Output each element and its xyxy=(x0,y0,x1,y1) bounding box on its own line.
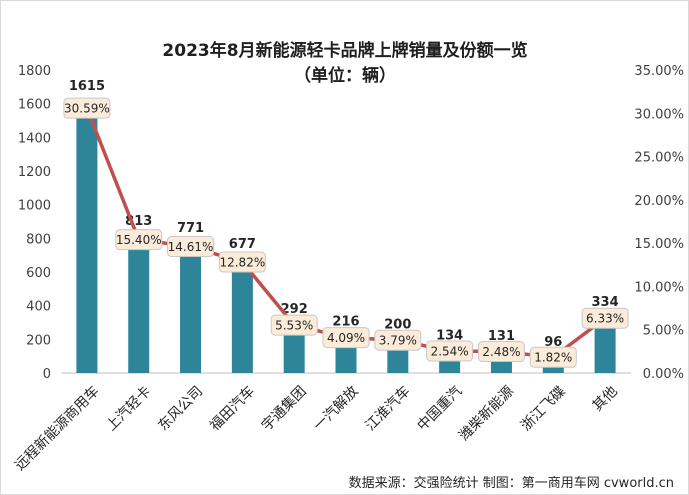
chart-title: 2023年8月新能源轻卡品牌上牌销量及份额一览 xyxy=(162,40,527,61)
bar xyxy=(283,323,305,373)
share-label-box xyxy=(167,236,215,258)
left-tick-label: 200 xyxy=(26,333,51,348)
right-tick-label: 20.00% xyxy=(634,194,684,209)
share-label-box xyxy=(581,307,629,329)
category-label: 远程新能源商用车 xyxy=(11,383,102,474)
category-label: 江淮汽车 xyxy=(362,383,414,435)
left-tick-label: 600 xyxy=(26,266,51,281)
share-label-box xyxy=(63,97,111,119)
left-tick-label: 1600 xyxy=(18,98,51,113)
bar xyxy=(180,243,202,373)
bar-value-label: 216 xyxy=(332,315,359,330)
category-label: 一汽解放 xyxy=(311,383,362,434)
share-label-box xyxy=(529,346,577,368)
bar-value-label: 1615 xyxy=(69,79,105,94)
share-label-box xyxy=(218,251,266,273)
bar-value-label: 200 xyxy=(384,317,411,332)
category-label: 中国重汽 xyxy=(414,383,465,434)
left-y-axis: 0 200 400 600 800 1000 1200 1400 1600 1800 xyxy=(18,64,51,382)
bar xyxy=(594,316,616,373)
left-tick-label: 800 xyxy=(26,232,51,247)
bar-value-label: 771 xyxy=(177,221,204,236)
source-note: 数据来源：交强险统计 制图：第一商用车网 cvworld.cn xyxy=(349,475,674,491)
share-label-text: 30.59% xyxy=(64,102,110,116)
chart-subtitle: （单位：辆） xyxy=(294,65,396,86)
share-data-labels: 30.59% 15.40% 14.61% 12.82% 5.53% 4.09% 3.79% 2… xyxy=(63,97,629,368)
bar-value-label: 292 xyxy=(281,302,308,317)
share-label-box xyxy=(115,229,163,251)
bar-value-label: 677 xyxy=(229,237,256,252)
share-label-text: 14.61% xyxy=(168,240,214,254)
share-label-text: 2.54% xyxy=(431,345,469,359)
share-label-box xyxy=(426,340,474,362)
bar xyxy=(76,101,98,374)
bar xyxy=(231,259,253,373)
share-label-box xyxy=(374,329,422,351)
left-tick-label: 1800 xyxy=(18,64,51,79)
bar xyxy=(128,236,150,373)
share-label-text: 4.09% xyxy=(327,331,365,345)
bar-value-label: 131 xyxy=(488,329,515,344)
category-label: 东风公司 xyxy=(155,383,206,434)
category-label: 宇通集团 xyxy=(258,383,310,435)
right-y-axis: 0.00% 5.00% 10.00% 15.00% 20.00% 25.00% 30.00%… xyxy=(634,64,684,382)
category-label: 上汽轻卡 xyxy=(103,383,154,434)
right-tick-label: 0.00% xyxy=(643,367,684,382)
right-tick-label: 35.00% xyxy=(634,64,684,79)
bar-value-label: 334 xyxy=(592,295,619,310)
category-label: 浙江飞碟 xyxy=(518,383,569,434)
category-label: 其他 xyxy=(590,383,621,414)
bar-value-label: 134 xyxy=(436,328,463,343)
right-tick-label: 10.00% xyxy=(634,280,684,295)
right-tick-label: 30.00% xyxy=(634,107,684,122)
category-label: 潍柴新能源 xyxy=(456,383,517,444)
share-label-text: 2.48% xyxy=(482,345,520,359)
share-label-text: 6.33% xyxy=(586,312,624,326)
left-tick-label: 400 xyxy=(26,300,51,315)
left-tick-label: 1200 xyxy=(18,165,51,180)
share-label-box xyxy=(322,327,370,349)
share-label-box xyxy=(477,341,525,363)
left-tick-label: 0 xyxy=(43,367,51,382)
left-tick-label: 1000 xyxy=(18,199,51,214)
share-label-text: 1.82% xyxy=(534,351,572,365)
share-label-text: 5.53% xyxy=(275,319,313,333)
right-tick-label: 25.00% xyxy=(634,151,684,166)
category-label: 福田汽车 xyxy=(206,383,258,435)
right-tick-label: 5.00% xyxy=(643,324,684,339)
bar-value-label: 96 xyxy=(544,335,562,350)
share-label-text: 12.82% xyxy=(219,256,265,270)
share-label-text: 15.40% xyxy=(116,233,162,247)
left-tick-label: 1400 xyxy=(18,131,51,146)
right-tick-label: 15.00% xyxy=(634,237,684,252)
share-label-box xyxy=(270,314,318,336)
category-labels: 远程新能源商用车 上汽轻卡 东风公司 福田汽车 宇通集团 一汽解放 江淮汽车 中国重汽潍柴新能… xyxy=(11,383,620,474)
share-label-text: 3.79% xyxy=(379,334,417,348)
